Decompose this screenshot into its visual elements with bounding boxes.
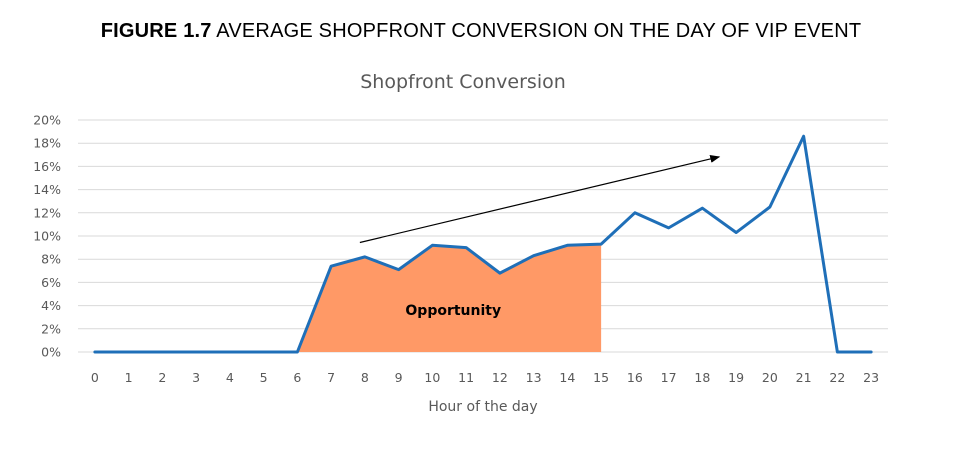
x-tick-label: 23 xyxy=(863,370,879,385)
x-tick-label: 8 xyxy=(361,370,369,385)
x-tick-label: 4 xyxy=(226,370,234,385)
x-tick-label: 17 xyxy=(661,370,677,385)
chart-title: Shopfront Conversion xyxy=(360,71,566,93)
y-tick-label: 18% xyxy=(33,136,61,151)
x-tick-label: 12 xyxy=(492,370,508,385)
x-tick-label: 21 xyxy=(796,370,812,385)
x-tick-label: 15 xyxy=(593,370,609,385)
x-tick-label: 10 xyxy=(424,370,440,385)
figure-caption: AVERAGE SHOPFRONT CONVERSION ON THE DAY … xyxy=(216,20,862,42)
y-tick-label: 0% xyxy=(41,345,61,360)
x-tick-label: 13 xyxy=(526,370,542,385)
y-tick-label: 2% xyxy=(41,321,61,336)
y-tick-label: 10% xyxy=(33,229,61,244)
opportunity-fill xyxy=(297,244,602,352)
trend-arrow xyxy=(359,154,721,244)
x-tick-label: 20 xyxy=(762,370,778,385)
figure-number: FIGURE 1.7 xyxy=(100,20,212,42)
x-tick-label: 18 xyxy=(694,370,710,385)
y-tick-label: 14% xyxy=(33,182,61,197)
x-tick-label: 14 xyxy=(559,370,575,385)
x-tick-label: 5 xyxy=(260,370,268,385)
x-tick-label: 3 xyxy=(192,370,200,385)
opportunity-area xyxy=(297,244,602,352)
x-tick-label: 2 xyxy=(158,370,166,385)
x-tick-label: 22 xyxy=(829,370,845,385)
x-axis: 0 1 2 3 4 5 6 7 8 9 10 11 12 13 14 15 16 17 18 19 20 21 22 23 xyxy=(91,370,879,385)
figure-title: FIGURE 1.7 AVERAGE SHOPFRONT CONVERSION … xyxy=(0,20,962,43)
x-tick-label: 1 xyxy=(125,370,133,385)
opportunity-label: Opportunity xyxy=(405,303,501,319)
x-tick-label: 0 xyxy=(91,370,99,385)
x-tick-label: 16 xyxy=(627,370,643,385)
x-tick-label: 6 xyxy=(293,370,301,385)
y-axis: 0% 2% 4% 6% 8% 10% 12% 14% 16% 18% 20% xyxy=(33,113,61,360)
y-tick-label: 20% xyxy=(33,113,61,128)
y-tick-label: 16% xyxy=(33,159,61,174)
y-tick-label: 6% xyxy=(41,275,61,290)
x-tick-label: 7 xyxy=(327,370,335,385)
y-tick-label: 4% xyxy=(41,298,61,313)
series-line xyxy=(93,134,873,354)
x-tick-label: 19 xyxy=(728,370,744,385)
x-axis-label: Hour of the day xyxy=(428,399,537,415)
x-tick-label: 9 xyxy=(395,370,403,385)
y-tick-label: 8% xyxy=(41,252,61,267)
series-polyline xyxy=(93,134,873,354)
gridlines xyxy=(78,119,888,353)
y-tick-label: 12% xyxy=(33,205,61,220)
x-tick-label: 11 xyxy=(458,370,474,385)
